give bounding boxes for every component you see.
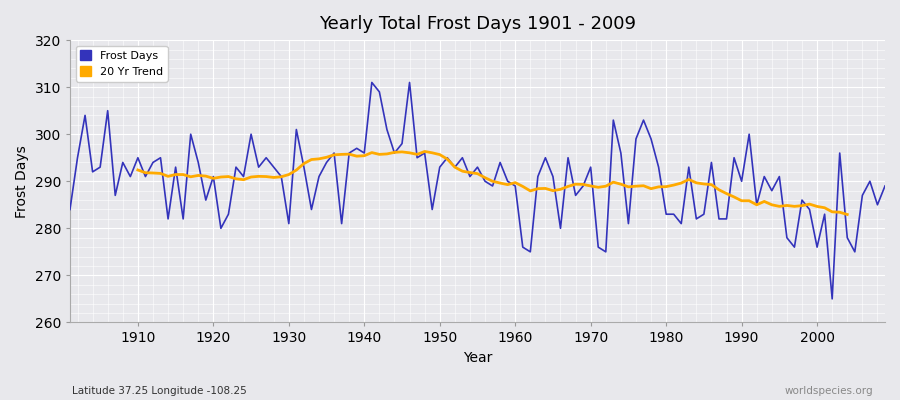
Text: worldspecies.org: worldspecies.org — [785, 386, 873, 396]
Text: Latitude 37.25 Longitude -108.25: Latitude 37.25 Longitude -108.25 — [72, 386, 247, 396]
Y-axis label: Frost Days: Frost Days — [15, 145, 29, 218]
Legend: Frost Days, 20 Yr Trend: Frost Days, 20 Yr Trend — [76, 46, 167, 82]
X-axis label: Year: Year — [463, 351, 492, 365]
Title: Yearly Total Frost Days 1901 - 2009: Yearly Total Frost Days 1901 - 2009 — [319, 15, 636, 33]
